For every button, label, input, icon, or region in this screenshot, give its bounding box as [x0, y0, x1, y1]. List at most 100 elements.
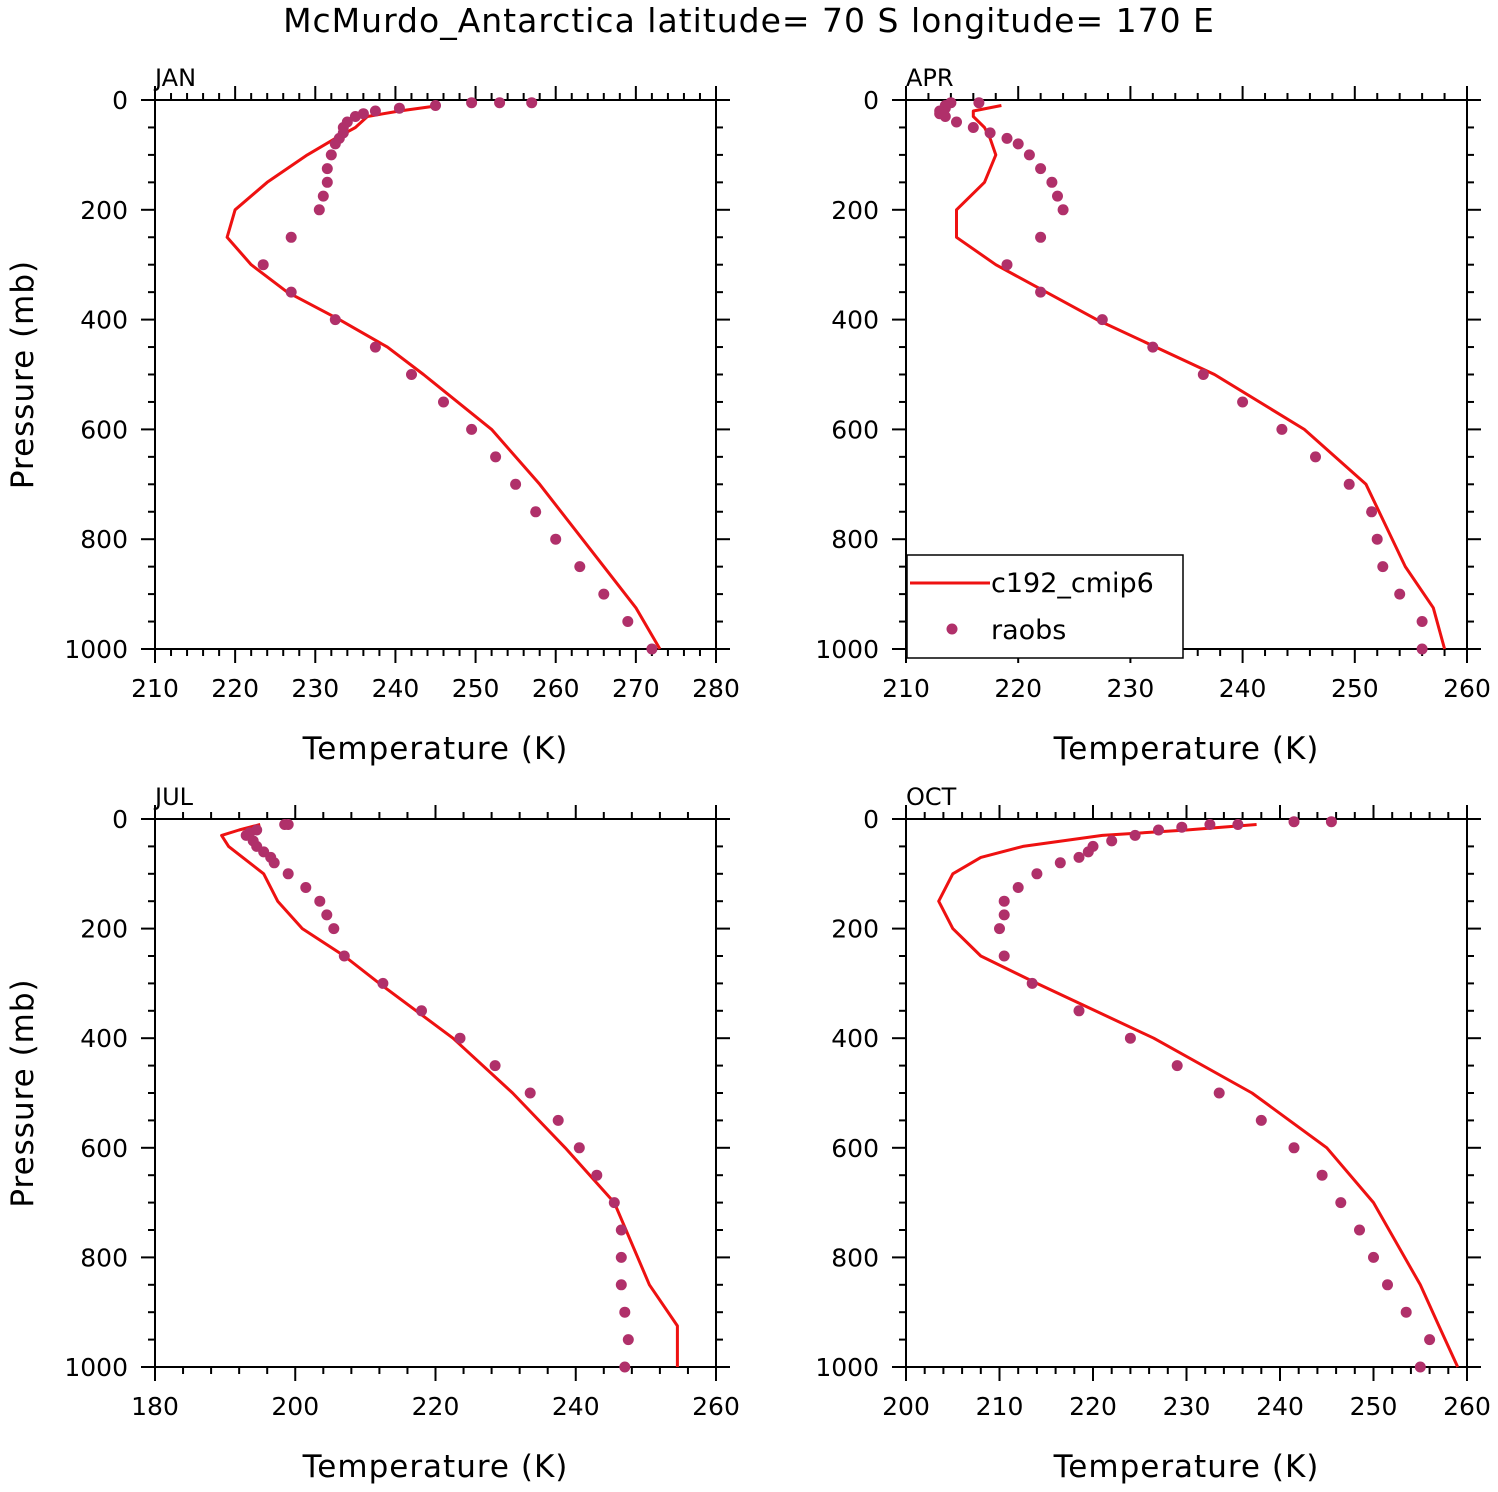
panel-oct-ytick-label: 0: [863, 805, 879, 834]
panel-jan-model-line: [225, 104, 662, 650]
panel-jan-obs-point: [622, 616, 634, 627]
panel-jul-ytick-label: 400: [80, 1024, 128, 1053]
panel-jan-xtick-label: 220: [211, 674, 259, 703]
panel-jul-ytick-label: 800: [80, 1243, 128, 1272]
panel-jul-ylabel: Pressure (mb): [5, 978, 41, 1207]
panel-jul-ytick-label: 1000: [64, 1353, 128, 1382]
panel-jul-xtick-label: 260: [692, 1392, 740, 1421]
panel-jul-obs-point: [268, 857, 280, 869]
panel-oct-obs-point: [1073, 851, 1085, 863]
panel-oct: OCT 200 210 220 230 240 250 260 0 200 400 600 800 100…: [815, 783, 1490, 1485]
panel-jul-obs-point: [377, 977, 389, 989]
panel-jan-obs-point: [321, 176, 333, 188]
panel-apr-obs-point: [1310, 451, 1321, 463]
panel-apr-obs-point: [1001, 259, 1013, 271]
panel-jan-label: JAN: [153, 64, 196, 92]
panel-jul-obs-point: [282, 868, 294, 880]
panel-jan-obs-point: [490, 451, 502, 463]
panel-apr-xtick-label: 230: [1107, 674, 1155, 703]
panel-apr-obs-point: [973, 97, 985, 109]
panel-jul: JUL 180 200 220 240 260 0 200 400 600 800 1000 Tempe…: [5, 783, 740, 1485]
panel-jan-obs-point: [329, 138, 341, 150]
panel-apr-obs-point: [939, 111, 951, 122]
panel-jan-ytick-label: 400: [80, 306, 128, 335]
panel-jul-xtick-label: 220: [412, 1392, 460, 1421]
panel-jul-xtick-label: 240: [552, 1392, 600, 1421]
panel-oct-xtick-label: 210: [976, 1392, 1024, 1421]
panel-oct-obs-point: [1400, 1306, 1412, 1318]
panel-jan-xtick-label: 210: [131, 674, 179, 703]
panel-oct-xtick-label: 200: [882, 1392, 930, 1421]
panel-apr-obs-point: [967, 122, 979, 133]
panel-apr-obs-point: [984, 127, 996, 139]
legend-obs-label: raobs: [991, 615, 1066, 646]
panel-apr-obs-point: [1237, 396, 1249, 408]
panel-jan-obs-point: [598, 588, 610, 600]
panel-jan-obs-point: [329, 314, 341, 326]
panel-oct-obs-point: [998, 895, 1010, 907]
panel-oct-obs-point: [1073, 1005, 1085, 1017]
panel-oct-ytick-label: 200: [831, 915, 879, 944]
panel-apr-obs-point: [1046, 176, 1058, 188]
panel-jan-ytick-label: 200: [80, 196, 128, 225]
panel-oct-obs-point: [1288, 816, 1300, 828]
panel-jan-obs-point: [530, 506, 542, 518]
panel-oct-model-line: [937, 823, 1460, 1368]
panel-jul-obs-point: [573, 1142, 585, 1154]
panel-oct-obs-point: [1106, 835, 1118, 847]
panel-jan-obs-point: [466, 97, 478, 109]
panel-jan-obs-point: [257, 259, 269, 271]
panel-oct-obs-point: [994, 923, 1005, 935]
panel-jul-obs-point: [338, 950, 350, 962]
panel-jul-obs-point: [489, 1060, 501, 1072]
panel-apr-xtick-label: 210: [882, 674, 930, 703]
panel-jan-obs-point: [393, 102, 405, 114]
panel-apr-obs-point: [1035, 163, 1047, 175]
panel-apr-xtick-label: 240: [1219, 674, 1267, 703]
panel-jan-obs-point: [574, 561, 586, 573]
panel-jan-obs-point: [285, 286, 297, 298]
panel-jul-obs-point: [615, 1251, 627, 1263]
panel-oct-obs-point: [1031, 868, 1043, 880]
panel-apr-xtick-label: 260: [1443, 674, 1491, 703]
panel-jan-xtick-label: 280: [692, 674, 740, 703]
panel-apr-ytick-label: 200: [831, 196, 879, 225]
panel-jul-obs-point: [314, 895, 326, 907]
panel-apr-xtick-label: 250: [1331, 674, 1379, 703]
panel-oct-obs-point: [1414, 1361, 1426, 1373]
panel-jan-xtick-label: 240: [372, 674, 420, 703]
panel-jul-ytick-label: 0: [112, 805, 128, 834]
panel-oct-ytick-label: 800: [831, 1243, 879, 1272]
panel-jan-obs-point: [325, 149, 337, 161]
panel-apr-xlabel: Temperature (K): [1053, 731, 1320, 767]
panel-apr-obs-point: [1023, 149, 1035, 161]
panel-oct-xlabel: Temperature (K): [1053, 1449, 1320, 1485]
panel-jan-obs-point: [317, 190, 329, 202]
panel-jan-obs-point: [550, 533, 562, 545]
panel-apr-obs-point: [1147, 341, 1159, 353]
panel-oct-xtick-label: 250: [1350, 1392, 1398, 1421]
panel-apr-obs-point: [1197, 369, 1209, 380]
panel-jan-ylabel: Pressure (mb): [5, 260, 41, 489]
panel-apr-obs-point: [1001, 132, 1013, 144]
panel-jul-label: JUL: [153, 783, 194, 811]
panel-jan-xtick-label: 270: [612, 674, 660, 703]
legend-model-label: c192_cmip6: [991, 568, 1154, 599]
panel-apr-obs-point: [1012, 138, 1024, 150]
panel-jul-obs-point: [321, 909, 333, 921]
panel-jul-xtick-label: 200: [271, 1392, 319, 1421]
panel-apr-obs-point: [1035, 286, 1047, 298]
panel-jan: JAN 210 220 230 240 250 260 270 280 0 200 400 600 800…: [5, 64, 740, 767]
panel-jul-model-line: [220, 823, 679, 1367]
panel-apr-label: APR: [906, 64, 954, 92]
panel-jul-obs-point: [591, 1169, 603, 1181]
panel-jan-ytick-label: 600: [80, 415, 128, 444]
panel-oct-obs-point: [1204, 819, 1216, 830]
panel-apr-obs-point: [1035, 231, 1047, 243]
panel-oct-ytick-label: 1000: [815, 1353, 879, 1382]
panel-jan-obs-point: [406, 369, 417, 380]
panel-apr-xtick-label: 220: [994, 674, 1042, 703]
panel-apr-ytick-label: 600: [831, 415, 879, 444]
panel-apr-ytick-label: 0: [863, 86, 879, 115]
